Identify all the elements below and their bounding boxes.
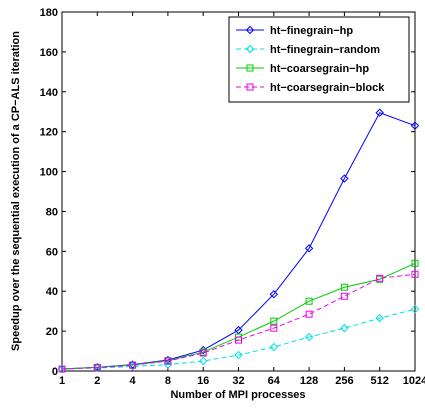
data-point [58,365,66,373]
y-tick-label: 120 [40,127,58,139]
series-3 [58,270,419,373]
data-point [304,332,314,342]
x-tick-label: 64 [268,375,281,387]
y-axis-label: Speedup over the sequential execution of… [10,31,22,351]
data-point [164,357,172,365]
data-point [305,297,313,305]
legend-label: ht−finegrain−random [270,44,380,56]
series-line [61,308,416,370]
data-point [305,310,313,318]
legend: ht−finegrain−hp ht−finegrain−random ht−coa… [228,16,410,103]
x-tick-label: 256 [335,375,353,387]
data-point [411,270,419,278]
y-tick-label: 40 [46,286,58,298]
y-tick-label: 180 [40,7,58,19]
data-point [129,361,137,369]
legend-marker [245,25,255,35]
series-line [61,273,416,370]
y-tick-label: 160 [40,47,58,59]
data-point [235,336,242,344]
data-point [375,313,384,323]
legend-marker [246,64,254,72]
legend-marker [245,44,255,54]
data-point [340,323,349,333]
x-tick-label: 1 [59,375,65,387]
x-tick-label: 2 [94,375,100,387]
data-point [410,121,420,130]
legend-marker [246,83,254,91]
y-tick-label: 20 [46,326,58,338]
data-point [199,349,207,357]
data-point [304,244,314,253]
data-point [376,274,384,282]
data-point [340,283,348,291]
x-tick-label: 32 [232,375,244,387]
legend-box [228,16,410,103]
data-point [198,356,208,366]
y-tick-label: 80 [46,206,58,218]
legend-label: ht−finegrain−hp [270,25,353,37]
data-point [270,317,278,325]
series-layer [57,108,420,374]
data-point [411,259,419,267]
x-tick-label: 8 [165,375,171,387]
x-tick-label: 16 [197,375,209,387]
data-point [269,290,279,299]
y-tick-label: 60 [46,246,58,258]
y-tick-label: 100 [40,167,58,179]
x-tick-label: 128 [300,375,318,387]
x-tick-label: 1024 [403,375,425,387]
legend-label: ht−coarsegrain−hp [270,63,369,75]
data-point [410,304,420,314]
x-tick-label: 4 [130,375,137,387]
axis-ticks: 1 2 4 8 16 32 64 128 256 512 1024 0 20 40 60 80 100 120 14… [40,7,425,387]
y-tick-label: 140 [40,87,58,99]
x-tick-label: 512 [371,375,389,387]
data-point [340,174,349,183]
data-point [234,350,243,360]
x-axis-label: Number of MPI processes [170,389,305,401]
data-point [375,108,384,117]
y-tick-label: 0 [52,366,58,378]
data-point [269,342,279,352]
data-point [340,292,348,300]
data-point [270,324,278,332]
data-point [93,364,101,372]
legend-label: ht−coarsegrain−block [270,82,385,94]
